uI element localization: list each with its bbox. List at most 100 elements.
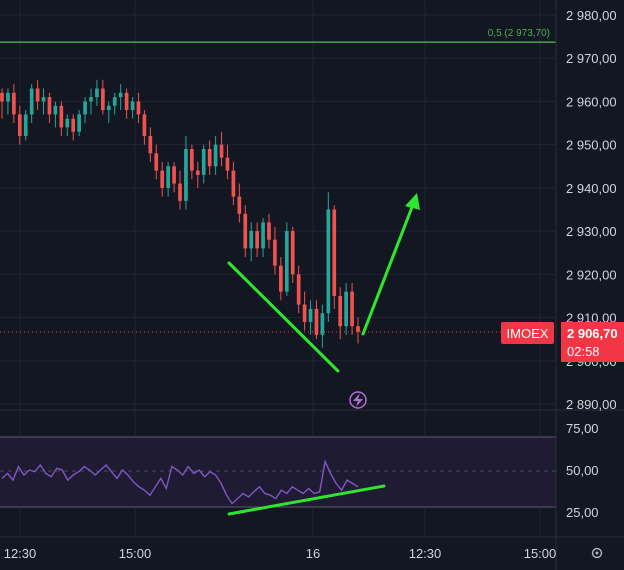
candle-body	[302, 304, 307, 322]
candle-body	[243, 213, 248, 249]
candle	[29, 84, 34, 124]
candle	[296, 265, 301, 314]
candle-body	[267, 222, 271, 240]
rsi-axis[interactable]: 75,00 50,00 25,00	[566, 421, 599, 520]
candle-body	[326, 209, 331, 314]
candle-body	[231, 170, 236, 197]
candle	[320, 304, 325, 348]
candle	[308, 300, 313, 335]
candle	[23, 110, 28, 141]
candle	[231, 161, 236, 206]
price-tick-label: 2 970,00	[566, 51, 617, 66]
symbol-badge: IMOEX	[501, 322, 554, 344]
fib-level-label: 0,5 (2 973,70)	[488, 28, 550, 39]
candle	[6, 88, 10, 115]
candle-body	[142, 114, 147, 137]
candle-body	[118, 92, 123, 98]
candle-body	[130, 101, 135, 111]
price-tick-label: 2 940,00	[566, 181, 617, 196]
projection-arrow-up[interactable]	[361, 200, 416, 336]
candle	[130, 97, 135, 119]
settings-icon[interactable]	[591, 547, 603, 559]
candle	[41, 88, 46, 115]
candle	[225, 144, 230, 180]
candle	[249, 222, 254, 262]
candle	[47, 92, 52, 124]
candle	[166, 161, 170, 197]
candle-body	[290, 231, 295, 275]
candle	[284, 222, 289, 296]
candle-body	[0, 92, 4, 102]
time-tick-label: 12:30	[409, 546, 442, 561]
candle	[154, 144, 159, 180]
projection-arrowhead	[405, 193, 420, 210]
candle	[237, 183, 242, 223]
price-tick-label: 2 960,00	[566, 94, 617, 109]
candle-body	[89, 97, 93, 102]
candle-body	[249, 231, 254, 249]
time-axis[interactable]: 12:30 15:00 16 12:30 15:00	[4, 546, 557, 561]
candle	[89, 88, 93, 115]
candle-body	[106, 105, 111, 111]
candle	[12, 84, 16, 124]
candle	[255, 222, 259, 258]
candle	[356, 317, 360, 344]
candle-body	[6, 92, 10, 102]
candle	[184, 136, 188, 210]
candle	[302, 291, 307, 331]
candle-body	[172, 166, 176, 184]
candle-body	[47, 97, 52, 115]
candle	[77, 110, 81, 137]
candle-body	[314, 308, 319, 335]
candle-body	[356, 326, 360, 332]
candle-body	[255, 231, 259, 249]
candle-body	[279, 265, 283, 292]
candle	[35, 79, 40, 111]
candle	[178, 170, 182, 210]
time-tick-label: 15:00	[119, 546, 152, 561]
candle	[148, 127, 153, 162]
candle	[95, 79, 99, 106]
candle	[195, 161, 200, 188]
candle	[172, 161, 176, 193]
candle-body	[95, 88, 99, 98]
candle	[83, 97, 87, 124]
candle	[279, 257, 283, 301]
candle	[314, 300, 319, 340]
candle	[243, 205, 248, 258]
candle	[290, 226, 295, 283]
candle-body	[65, 118, 70, 128]
candle	[17, 105, 22, 145]
price-tick-label: 2 980,00	[566, 8, 617, 23]
rsi-tick-label: 25,00	[566, 505, 599, 520]
candle-body	[308, 308, 313, 322]
candle	[136, 92, 141, 124]
candle-body	[273, 239, 277, 266]
candle	[53, 101, 58, 128]
price-trendline-down[interactable]	[227, 261, 340, 373]
candle-body	[41, 97, 46, 102]
candle	[65, 114, 70, 137]
candle-body	[59, 105, 64, 128]
symbol-badge-text: IMOEX	[507, 326, 549, 341]
candle	[350, 282, 354, 335]
lightning-icon[interactable]	[349, 391, 367, 409]
candle-body	[178, 183, 182, 201]
candle	[160, 161, 165, 197]
candle-body	[83, 101, 87, 115]
candle-body	[332, 209, 337, 296]
rsi-trendline-up[interactable]	[227, 484, 386, 516]
annotations[interactable]	[227, 193, 420, 516]
price-tick-label: 2 920,00	[566, 267, 617, 282]
rsi-tick-label: 50,00	[566, 463, 599, 478]
candle-body	[207, 148, 212, 167]
candle	[219, 131, 224, 167]
candle-body	[148, 136, 153, 154]
candle-body	[112, 97, 117, 106]
candle	[106, 101, 111, 124]
candle-body	[124, 92, 129, 111]
candle-body	[101, 88, 105, 111]
candle	[332, 205, 337, 309]
